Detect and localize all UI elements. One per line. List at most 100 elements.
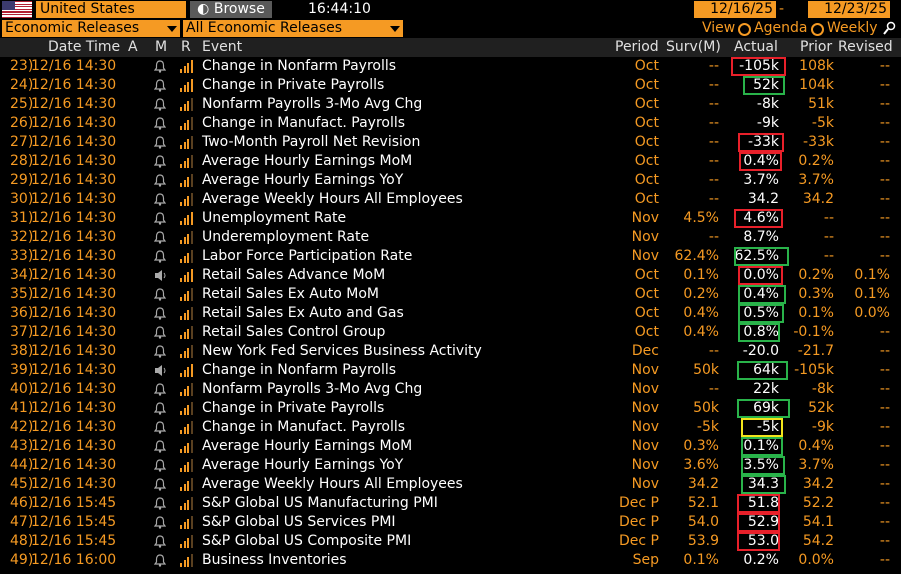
col-period[interactable]: Period	[615, 39, 659, 55]
table-row[interactable]: 43) 12/16 14:30 Average Hourly Earnings Mo…	[0, 437, 901, 456]
weekly-label[interactable]: Weekly	[827, 20, 878, 36]
bell-alert-icon[interactable]	[153, 459, 167, 472]
col-actual[interactable]: Actual	[734, 39, 778, 55]
col-prior[interactable]: Prior	[800, 39, 833, 55]
speaker-icon[interactable]	[154, 364, 166, 377]
col-r[interactable]: R	[181, 39, 191, 55]
bell-alert-icon[interactable]	[153, 136, 167, 149]
bell-alert-icon[interactable]	[153, 60, 167, 73]
event-name[interactable]: S&P Global US Services PMI	[202, 514, 396, 530]
bell-alert-icon[interactable]	[153, 288, 167, 301]
table-row[interactable]: 30) 12/16 14:30 Average Weekly Hours All E…	[0, 190, 901, 209]
table-row[interactable]: 49) 12/16 16:00 Business Inventories Sep 0.1…	[0, 551, 901, 570]
agenda-radio[interactable]	[738, 23, 751, 36]
event-name[interactable]: Labor Force Participation Rate	[202, 248, 413, 264]
table-row[interactable]: 28) 12/16 14:30 Average Hourly Earnings Mo…	[0, 152, 901, 171]
speaker-icon[interactable]	[154, 269, 166, 282]
event-name[interactable]: Nonfarm Payrolls 3-Mo Avg Chg	[202, 381, 423, 397]
event-name[interactable]: Business Inventories	[202, 552, 347, 568]
bell-alert-icon[interactable]	[153, 98, 167, 111]
bell-alert-icon[interactable]	[153, 193, 167, 206]
event-name[interactable]: Retail Sales Ex Auto and Gas	[202, 305, 404, 321]
agenda-label[interactable]: Agenda	[754, 20, 808, 36]
category-dropdown[interactable]: Economic Releases	[2, 20, 180, 37]
table-row[interactable]: 25) 12/16 14:30 Nonfarm Payrolls 3-Mo Avg …	[0, 95, 901, 114]
event-name[interactable]: Retail Sales Control Group	[202, 324, 386, 340]
bell-alert-icon[interactable]	[153, 345, 167, 358]
event-name[interactable]: Average Hourly Earnings MoM	[202, 153, 413, 169]
bell-alert-icon[interactable]	[153, 231, 167, 244]
table-row[interactable]: 33) 12/16 14:30 Labor Force Participation …	[0, 247, 901, 266]
table-row[interactable]: 24) 12/16 14:30 Change in Private Payrolls…	[0, 76, 901, 95]
table-row[interactable]: 40) 12/16 14:30 Nonfarm Payrolls 3-Mo Avg …	[0, 380, 901, 399]
event-name[interactable]: Unemployment Rate	[202, 210, 347, 226]
col-revised[interactable]: Revised	[838, 39, 893, 55]
table-row[interactable]: 37) 12/16 14:30 Retail Sales Control Group…	[0, 323, 901, 342]
bell-alert-icon[interactable]	[153, 383, 167, 396]
event-name[interactable]: Two-Month Payroll Net Revision	[202, 134, 421, 150]
table-row[interactable]: 44) 12/16 14:30 Average Hourly Earnings Yo…	[0, 456, 901, 475]
event-name[interactable]: Change in Private Payrolls	[202, 400, 385, 416]
table-row[interactable]: 29) 12/16 14:30 Average Hourly Earnings Yo…	[0, 171, 901, 190]
event-name[interactable]: S&P Global US Composite PMI	[202, 533, 412, 549]
bell-alert-icon[interactable]	[153, 155, 167, 168]
event-name[interactable]: Average Weekly Hours All Employees	[202, 476, 463, 492]
bell-alert-icon[interactable]	[153, 516, 167, 529]
event-name[interactable]: New York Fed Services Business Activity	[202, 343, 482, 359]
end-date-field[interactable]: 12/23/25	[808, 1, 890, 18]
event-name[interactable]: Change in Private Payrolls	[202, 77, 385, 93]
bell-alert-icon[interactable]	[153, 307, 167, 320]
bell-alert-icon[interactable]	[153, 440, 167, 453]
bell-alert-icon[interactable]	[153, 250, 167, 263]
bell-alert-icon[interactable]	[153, 478, 167, 491]
col-m[interactable]: M	[155, 39, 168, 55]
table-row[interactable]: 23) 12/16 14:30 Change in Nonfarm Payrolls…	[0, 57, 901, 76]
bell-alert-icon[interactable]	[153, 535, 167, 548]
people-search-icon[interactable]	[882, 20, 898, 37]
table-row[interactable]: 45) 12/16 14:30 Average Weekly Hours All E…	[0, 475, 901, 494]
event-name[interactable]: Change in Nonfarm Payrolls	[202, 362, 397, 378]
table-row[interactable]: 46) 12/16 15:45 S&P Global US Manufacturin…	[0, 494, 901, 513]
table-row[interactable]: 41) 12/16 14:30 Change in Private Payrolls…	[0, 399, 901, 418]
event-name[interactable]: Average Hourly Earnings MoM	[202, 438, 413, 454]
table-row[interactable]: 39) 12/16 14:30 Change in Nonfarm Payrolls…	[0, 361, 901, 380]
event-name[interactable]: Nonfarm Payrolls 3-Mo Avg Chg	[202, 96, 423, 112]
bell-alert-icon[interactable]	[153, 174, 167, 187]
bell-alert-icon[interactable]	[153, 554, 167, 567]
bell-alert-icon[interactable]	[153, 326, 167, 339]
event-name[interactable]: Average Hourly Earnings YoY	[202, 457, 404, 473]
bell-alert-icon[interactable]	[153, 117, 167, 130]
subcategory-dropdown[interactable]: All Economic Releases	[183, 20, 403, 37]
col-datetime[interactable]: Date Time	[48, 39, 121, 55]
country-field[interactable]: United States	[36, 1, 186, 18]
browse-button[interactable]: ◐ Browse	[190, 1, 272, 18]
weekly-radio[interactable]	[811, 23, 824, 36]
table-row[interactable]: 35) 12/16 14:30 Retail Sales Ex Auto MoM Oc…	[0, 285, 901, 304]
col-event[interactable]: Event	[202, 39, 243, 55]
table-row[interactable]: 48) 12/16 15:45 S&P Global US Composite PM…	[0, 532, 901, 551]
event-name[interactable]: Retail Sales Ex Auto MoM	[202, 286, 379, 302]
col-a[interactable]: A	[128, 39, 138, 55]
table-row[interactable]: 47) 12/16 15:45 S&P Global US Services PMI…	[0, 513, 901, 532]
bell-alert-icon[interactable]	[153, 212, 167, 225]
bell-alert-icon[interactable]	[153, 402, 167, 415]
event-name[interactable]: Change in Manufact. Payrolls	[202, 115, 406, 131]
bell-alert-icon[interactable]	[153, 79, 167, 92]
bell-alert-icon[interactable]	[153, 421, 167, 434]
event-name[interactable]: Average Weekly Hours All Employees	[202, 191, 463, 207]
table-row[interactable]: 34) 12/16 14:30 Retail Sales Advance MoM Oc…	[0, 266, 901, 285]
event-name[interactable]: Retail Sales Advance MoM	[202, 267, 386, 283]
event-name[interactable]: Underemployment Rate	[202, 229, 370, 245]
event-name[interactable]: Average Hourly Earnings YoY	[202, 172, 404, 188]
event-name[interactable]: Change in Manufact. Payrolls	[202, 419, 406, 435]
event-name[interactable]: Change in Nonfarm Payrolls	[202, 58, 397, 74]
table-row[interactable]: 38) 12/16 14:30 New York Fed Services Busi…	[0, 342, 901, 361]
start-date-field[interactable]: 12/16/25	[694, 1, 776, 18]
table-row[interactable]: 32) 12/16 14:30 Underemployment Rate Nov -- 8…	[0, 228, 901, 247]
table-row[interactable]: 36) 12/16 14:30 Retail Sales Ex Auto and G…	[0, 304, 901, 323]
bell-alert-icon[interactable]	[153, 497, 167, 510]
table-row[interactable]: 26) 12/16 14:30 Change in Manufact. Payrol…	[0, 114, 901, 133]
table-row[interactable]: 31) 12/16 14:30 Unemployment Rate Nov 4.5% 4.…	[0, 209, 901, 228]
table-row[interactable]: 42) 12/16 14:30 Change in Manufact. Payrol…	[0, 418, 901, 437]
table-row[interactable]: 27) 12/16 14:30 Two-Month Payroll Net Revi…	[0, 133, 901, 152]
